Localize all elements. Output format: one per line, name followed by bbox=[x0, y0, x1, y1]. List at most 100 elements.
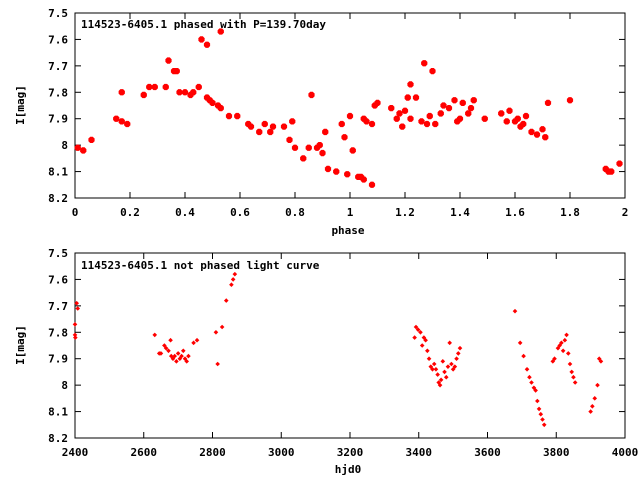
phased-data-point bbox=[269, 123, 277, 130]
phased-plot-frame bbox=[74, 12, 626, 199]
unphased-x-tick-label: 4000 bbox=[612, 446, 639, 459]
phased-y-axis-title: I[mag] bbox=[14, 85, 27, 125]
unphased-data-point bbox=[457, 345, 463, 351]
phased-x-tick-label: 0.4 bbox=[175, 206, 195, 219]
phased-data-point bbox=[305, 144, 312, 151]
phased-x-tick-label: 1.6 bbox=[505, 206, 525, 219]
phased-data-point bbox=[349, 147, 356, 154]
unphased-data-point bbox=[524, 366, 530, 372]
phased-data-point bbox=[346, 112, 354, 120]
unphased-data-point bbox=[555, 345, 561, 351]
phased-data-point bbox=[319, 149, 326, 157]
unphased-data-point bbox=[73, 335, 78, 340]
phased-data-point bbox=[423, 120, 431, 128]
phased-data-point bbox=[209, 99, 216, 106]
unphased-y-tick-label: 7.8 bbox=[48, 326, 68, 339]
unphased-data-point bbox=[588, 409, 593, 414]
phased-chart-title: 114523-6405.1 phased with P=139.70day bbox=[81, 18, 326, 31]
phased-data-point bbox=[396, 110, 403, 117]
phased-x-tick-label: 1 bbox=[347, 206, 354, 219]
phased-data-point bbox=[481, 115, 488, 122]
unphased-data-point bbox=[431, 361, 437, 367]
phased-data-point bbox=[440, 102, 447, 109]
unphased-data-point bbox=[191, 340, 196, 346]
phased-data-point bbox=[333, 168, 340, 175]
phased-y-tick-label: 7.7 bbox=[48, 60, 68, 73]
phased-data-point bbox=[608, 168, 615, 175]
unphased-data-point bbox=[529, 380, 534, 385]
phased-data-point bbox=[374, 99, 381, 106]
unphased-data-point bbox=[223, 298, 229, 303]
unphased-data-point bbox=[533, 388, 538, 393]
phased-data-point bbox=[421, 60, 428, 67]
unphased-y-tick-label: 7.7 bbox=[48, 300, 68, 313]
unphased-data-point bbox=[592, 396, 598, 401]
unphased-data-point bbox=[521, 353, 526, 359]
unphased-data-point bbox=[562, 337, 568, 343]
unphased-data-point bbox=[229, 282, 234, 288]
unphased-y-tick-label: 8.1 bbox=[48, 406, 68, 419]
unphased-data-point bbox=[571, 374, 576, 380]
phased-data-point bbox=[203, 41, 211, 48]
unphased-data-point bbox=[598, 359, 604, 364]
unphased-x-tick-label: 3600 bbox=[474, 446, 501, 459]
phased-y-tick-label: 8 bbox=[61, 139, 68, 152]
phased-data-point bbox=[118, 118, 125, 125]
unphased-data-point bbox=[232, 271, 238, 277]
unphased-data-point bbox=[567, 361, 573, 367]
unphased-chart: 114523-6405.1 not phased light curve hjd… bbox=[14, 247, 638, 476]
unphased-data-point bbox=[527, 374, 532, 380]
unphased-data-point bbox=[158, 351, 164, 356]
phased-data-point bbox=[162, 83, 169, 91]
unphased-data-point bbox=[449, 361, 454, 367]
unphased-data-point bbox=[426, 356, 432, 362]
unphased-x-tick-label: 2800 bbox=[199, 446, 226, 459]
unphased-data-point bbox=[72, 332, 78, 338]
phased-data-point bbox=[341, 134, 348, 141]
unphased-data-point bbox=[415, 327, 421, 332]
phased-data-point bbox=[363, 118, 370, 125]
phased-data-point bbox=[470, 97, 477, 104]
unphased-x-tick-label: 3200 bbox=[337, 446, 364, 459]
unphased-data-point bbox=[174, 359, 179, 364]
unphased-data-point bbox=[152, 332, 158, 338]
phased-y-tick-label: 7.5 bbox=[48, 7, 68, 20]
unphased-data-point bbox=[423, 337, 428, 343]
unphased-plot-frame bbox=[74, 252, 626, 439]
unphased-chart-title: 114523-6405.1 not phased light curve bbox=[81, 259, 320, 272]
unphased-ticks: 2400 2600 2800 3000 3200 3400 3600 3800 4000 7.5 7… bbox=[48, 247, 638, 459]
phased-y-tick-label: 8.1 bbox=[48, 166, 68, 179]
phased-data-point bbox=[113, 115, 120, 122]
phased-data-point bbox=[432, 120, 439, 128]
phased-data-point bbox=[503, 118, 510, 125]
unphased-x-axis-title: hjd0 bbox=[335, 463, 362, 476]
phased-data-point bbox=[267, 128, 274, 136]
unphased-x-tick-label: 3400 bbox=[406, 446, 433, 459]
unphased-x-tick-label: 3800 bbox=[543, 446, 570, 459]
unphased-data-point bbox=[572, 380, 578, 385]
unphased-y-axis-title: I[mag] bbox=[14, 325, 27, 365]
unphased-data-point bbox=[443, 374, 449, 380]
phased-data-point bbox=[280, 123, 288, 130]
phased-data-point bbox=[544, 99, 552, 106]
phased-x-tick-label: 0.6 bbox=[230, 206, 250, 219]
phased-data-point bbox=[616, 160, 623, 167]
phased-data-point bbox=[566, 97, 574, 104]
unphased-data-point bbox=[430, 366, 435, 372]
unphased-data-point bbox=[179, 353, 184, 359]
phased-data-point bbox=[520, 120, 527, 128]
phased-data-point bbox=[195, 83, 202, 91]
phased-data-point bbox=[324, 165, 332, 173]
phased-data-point bbox=[467, 105, 475, 112]
unphased-data-point bbox=[517, 340, 523, 346]
phased-data-point bbox=[498, 110, 505, 117]
phased-data-point bbox=[407, 115, 414, 122]
unphased-data-point bbox=[163, 345, 169, 351]
unphased-data-point bbox=[595, 382, 600, 388]
unphased-data-point bbox=[418, 329, 423, 335]
phased-data-point bbox=[256, 128, 263, 136]
phased-data-point bbox=[217, 105, 224, 112]
unphased-data-point bbox=[433, 366, 439, 372]
unphased-data-point bbox=[454, 356, 459, 362]
